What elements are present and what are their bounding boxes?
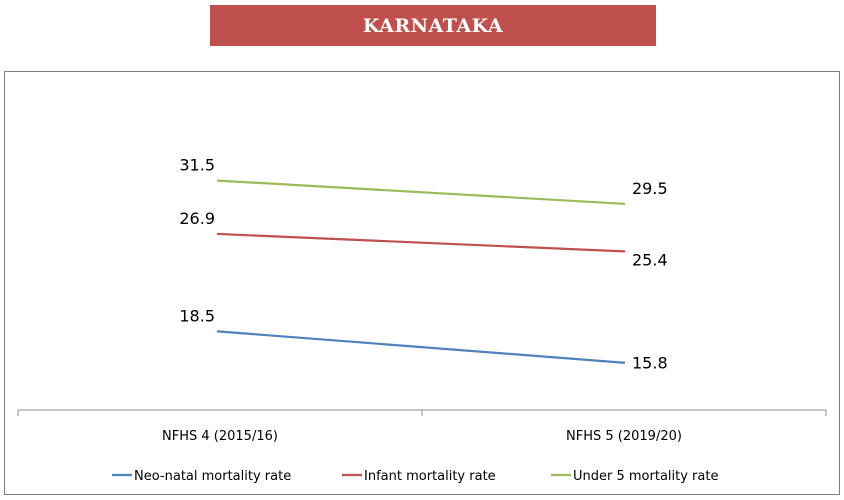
data-point [622,361,626,364]
data-point [622,250,626,253]
data-point [216,330,220,333]
data-label: 15.8 [632,354,668,373]
data-label: 25.4 [632,250,668,269]
series-line [217,330,625,364]
data-label: 26.9 [179,209,215,228]
data-point [216,179,220,182]
series-line [217,179,625,205]
series-line [217,232,625,253]
chart-frame [4,71,840,495]
legend-label: Neo-natal mortality rate [134,469,291,484]
legend-label: Under 5 mortality rate [573,469,718,484]
data-label: 18.5 [179,306,215,325]
data-point [216,232,220,236]
data-label: 31.5 [179,156,215,175]
chart-title: KARNATAKA [362,14,504,37]
x-tick-label: NFHS 4 (2015/16) [162,429,278,444]
data-label: 29.5 [632,179,668,198]
legend-label: Infant mortality rate [364,469,496,484]
data-point [622,202,626,205]
title-banner: KARNATAKA [210,5,656,46]
x-tick-label: NFHS 5 (2019/20) [566,429,682,444]
